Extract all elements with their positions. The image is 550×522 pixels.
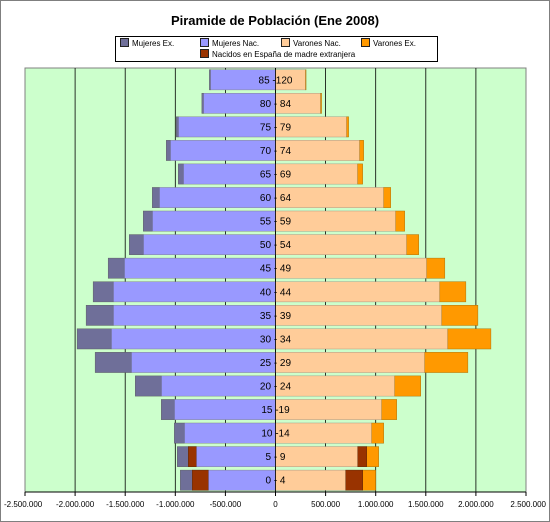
- bar-nacidos-madre-extranjera-left: [192, 469, 209, 491]
- bar-mujeres-ex: [209, 69, 211, 91]
- bar-varones-ex: [441, 305, 479, 326]
- bar-nacidos-madre-extranjera-right: [345, 469, 363, 491]
- x-tick-label: -2.000.000: [56, 500, 95, 509]
- bar-varones-nac: [275, 328, 449, 350]
- bar-nacidos-madre-extranjera-right: [357, 446, 367, 467]
- legend-label-nacidos-madre-extranjera: Nacidos en España de madre extranjera: [212, 50, 356, 59]
- legend-swatch-mujeres-nac: [200, 38, 209, 47]
- bar-varones-ex: [406, 234, 419, 255]
- bar-varones-nac: [275, 375, 395, 397]
- bar-varones-ex: [320, 93, 322, 114]
- bar-varones-ex: [447, 328, 492, 350]
- bar-varones-ex: [439, 281, 467, 303]
- legend-label-varones-ex: Varones Ex.: [373, 39, 416, 48]
- bar-mujeres-ex: [85, 305, 114, 326]
- bar-nacidos-madre-extranjera-left: [188, 446, 197, 467]
- bar-varones-nac: [275, 399, 382, 420]
- bar-varones-ex: [395, 210, 405, 232]
- bar-mujeres-nac: [159, 187, 276, 208]
- x-tick-label: -1.500.000: [106, 500, 145, 509]
- bar-mujeres-ex: [129, 234, 144, 255]
- bar-mujeres-ex: [174, 422, 185, 444]
- bar-mujeres-ex: [201, 93, 204, 114]
- bar-mujeres-nac: [188, 446, 276, 467]
- bar-varones-ex: [366, 446, 379, 467]
- bar-varones-ex: [357, 163, 363, 185]
- chart-legend: Mujeres Ex. Mujeres Nac. Varones Nac. Va…: [115, 36, 438, 62]
- legend-item-nacidos-madre-extranjera: Nacidos en España de madre extranjera: [200, 49, 355, 60]
- x-tick-label: 2.500.000: [510, 500, 546, 509]
- bar-mujeres-nac: [143, 234, 276, 255]
- bar-mujeres-nac: [152, 210, 276, 232]
- bar-varones-nac: [275, 187, 384, 208]
- bar-mujeres-ex: [166, 140, 171, 161]
- bar-varones-ex: [381, 399, 397, 420]
- bar-mujeres-ex: [178, 163, 184, 185]
- bar-varones-nac: [275, 234, 407, 255]
- bar-varones-nac: [275, 422, 372, 444]
- bar-varones-ex: [305, 69, 307, 91]
- bar-mujeres-ex: [94, 352, 132, 373]
- bar-varones-ex: [362, 469, 376, 491]
- bar-mujeres-ex: [107, 257, 125, 279]
- legend-label-varones-nac: Varones Nac.: [293, 39, 341, 48]
- bar-varones-nac: [275, 257, 428, 279]
- legend-item-varones-nac: Varones Nac.: [281, 38, 341, 49]
- bar-varones-ex: [424, 352, 469, 373]
- x-tick-label: 500.000: [311, 500, 340, 509]
- bar-mujeres-nac: [112, 281, 276, 303]
- x-tick-label: -500.000: [210, 500, 242, 509]
- x-tick-label: 1.500.000: [408, 500, 444, 509]
- bar-varones-ex: [394, 375, 421, 397]
- legend-swatch-varones-nac: [281, 38, 290, 47]
- bar-varones-ex: [359, 140, 364, 161]
- legend-item-varones-ex: Varones Ex.: [361, 38, 416, 49]
- bar-mujeres-ex: [161, 399, 175, 420]
- x-tick-label: 1.000.000: [358, 500, 394, 509]
- bar-mujeres-nac: [161, 375, 276, 397]
- bar-varones-nac: [275, 352, 425, 373]
- bar-varones-ex: [371, 422, 384, 444]
- legend-label-mujeres-nac: Mujeres Nac.: [212, 39, 260, 48]
- bar-varones-nac: [275, 446, 367, 467]
- bar-varones-ex: [346, 116, 349, 138]
- bar-mujeres-ex: [143, 210, 153, 232]
- chart-title: Piramide de Población (Ene 2008): [170, 13, 380, 28]
- bar-mujeres-nac: [131, 352, 276, 373]
- bar-varones-nac: [275, 305, 443, 326]
- bar-mujeres-ex: [76, 328, 112, 350]
- x-tick-label: 2.000.000: [458, 500, 494, 509]
- bar-mujeres-ex: [92, 281, 114, 303]
- legend-swatch-varones-ex: [361, 38, 370, 47]
- legend-swatch-mujeres-ex: [120, 38, 129, 47]
- bar-mujeres-ex: [135, 375, 162, 397]
- legend-item-mujeres-nac: Mujeres Nac.: [200, 38, 259, 49]
- bar-varones-nac: [275, 281, 441, 303]
- bar-mujeres-ex: [152, 187, 160, 208]
- bar-mujeres-ex: [180, 469, 193, 491]
- bar-mujeres-nac: [112, 305, 276, 326]
- legend-item-mujeres-ex: Mujeres Ex.: [120, 38, 174, 49]
- bar-mujeres-ex: [176, 116, 179, 138]
- legend-swatch-nacidos-madre-extranjera: [200, 49, 209, 58]
- bar-mujeres-nac: [123, 257, 276, 279]
- legend-label-mujeres-ex: Mujeres Ex.: [132, 39, 175, 48]
- bar-mujeres-nac: [110, 328, 276, 350]
- bar-varones-nac: [275, 210, 396, 232]
- bar-varones-ex: [426, 257, 446, 279]
- bar-mujeres-ex: [177, 446, 189, 467]
- x-tick-label: 0: [273, 500, 278, 509]
- x-tick-label: -2.500.000: [4, 500, 43, 509]
- bar-mujeres-nac: [174, 399, 276, 420]
- x-tick-label: -1.000.000: [156, 500, 195, 509]
- bar-varones-ex: [383, 187, 391, 208]
